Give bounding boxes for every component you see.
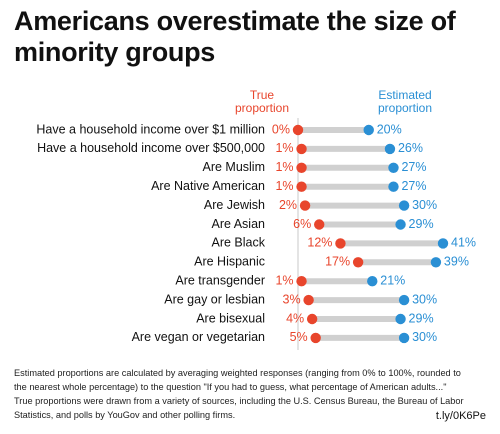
dot	[292, 124, 304, 136]
source: t.ly/0K6Pe	[435, 410, 486, 422]
dot	[363, 124, 374, 136]
dot	[395, 313, 406, 325]
dot	[388, 181, 399, 192]
category-label: Are gay or lesbian	[164, 292, 265, 306]
value-label: 20%	[377, 122, 402, 136]
category-label: Are Hispanic	[194, 255, 265, 269]
category-label: Are vegan or vegetarian	[132, 330, 265, 344]
dot	[384, 143, 396, 155]
value-label: 29%	[409, 311, 434, 325]
category-label: Are Muslim	[202, 160, 265, 174]
value-label: 30%	[412, 292, 437, 306]
value-label: 1%	[275, 141, 293, 155]
value-label: 17%	[325, 255, 350, 269]
category-label: Are Black	[212, 236, 266, 250]
value-label: 1%	[275, 179, 293, 193]
dot	[398, 332, 410, 344]
value-label: 1%	[275, 273, 293, 287]
category-label: Are bisexual	[196, 311, 265, 325]
dot	[352, 257, 364, 268]
category-label: Are Jewish	[204, 198, 265, 212]
dot	[395, 219, 406, 230]
dot	[303, 294, 314, 306]
dot	[296, 143, 307, 155]
dot	[306, 313, 318, 325]
dot	[398, 294, 410, 306]
value-label: 30%	[412, 330, 437, 344]
dot	[296, 276, 307, 287]
value-label: 3%	[283, 292, 301, 306]
dot	[367, 276, 378, 287]
value-label: 12%	[307, 236, 332, 250]
dot	[437, 238, 449, 249]
dot	[335, 238, 346, 249]
chart: Have a household income over $1 million 0…	[36, 118, 476, 350]
value-label: 5%	[290, 330, 308, 344]
value-label: 39%	[444, 255, 469, 269]
dot	[430, 257, 442, 268]
value-label: 27%	[401, 179, 426, 193]
value-label: 41%	[451, 236, 476, 250]
dot	[296, 181, 307, 192]
value-label: 1%	[275, 160, 293, 174]
dot	[310, 332, 321, 344]
category-label: Are transgender	[175, 273, 265, 287]
category-label: Have a household income over $1 million	[36, 122, 265, 136]
value-label: 21%	[380, 273, 405, 287]
legend-entry: True proportion	[234, 88, 290, 115]
category-label: Are Asian	[211, 217, 265, 231]
value-label: 4%	[286, 311, 304, 325]
value-label: 27%	[401, 160, 426, 174]
chart-title: Americans overestimate the size of minor…	[14, 6, 456, 67]
value-label: 0%	[272, 122, 290, 136]
value-label: 2%	[279, 198, 297, 212]
dot	[388, 162, 399, 173]
dot	[296, 162, 307, 173]
dot	[314, 219, 325, 230]
footnote: Estimated proportions are calculated by …	[14, 368, 464, 420]
value-label: 29%	[409, 217, 434, 231]
category-label: Are Native American	[151, 179, 265, 193]
value-label: 30%	[412, 198, 437, 212]
legend-entry: Estimated proportion	[377, 88, 433, 115]
value-label: 6%	[293, 217, 311, 231]
value-label: 26%	[398, 141, 423, 155]
dot	[299, 200, 311, 211]
dot	[398, 200, 410, 211]
category-label: Have a household income over $500,000	[37, 141, 265, 155]
